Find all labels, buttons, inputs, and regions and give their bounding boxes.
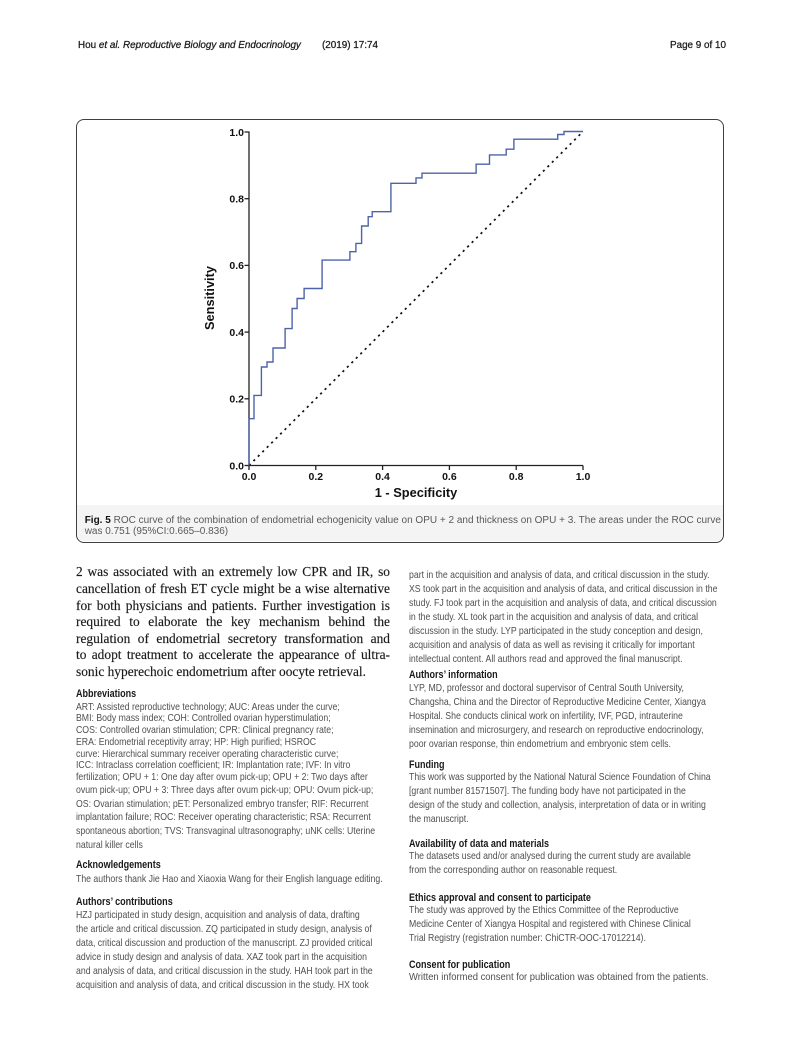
svg-text:0.0: 0.0 xyxy=(242,471,257,483)
svg-text:1.0: 1.0 xyxy=(229,127,244,139)
svg-text:1.0: 1.0 xyxy=(576,471,591,483)
svg-text:0.8: 0.8 xyxy=(509,471,524,483)
svg-text:0.6: 0.6 xyxy=(229,260,244,272)
svg-text:0.2: 0.2 xyxy=(229,394,244,406)
svg-text:Sensitivity: Sensitivity xyxy=(202,265,217,330)
svg-text:0.6: 0.6 xyxy=(442,471,457,483)
svg-text:0.8: 0.8 xyxy=(229,194,244,206)
svg-text:0.2: 0.2 xyxy=(308,471,323,483)
svg-text:1 - Specificity: 1 - Specificity xyxy=(375,485,458,500)
svg-text:0.0: 0.0 xyxy=(229,460,244,472)
svg-text:0.4: 0.4 xyxy=(375,471,390,483)
svg-text:0.4: 0.4 xyxy=(229,327,244,339)
